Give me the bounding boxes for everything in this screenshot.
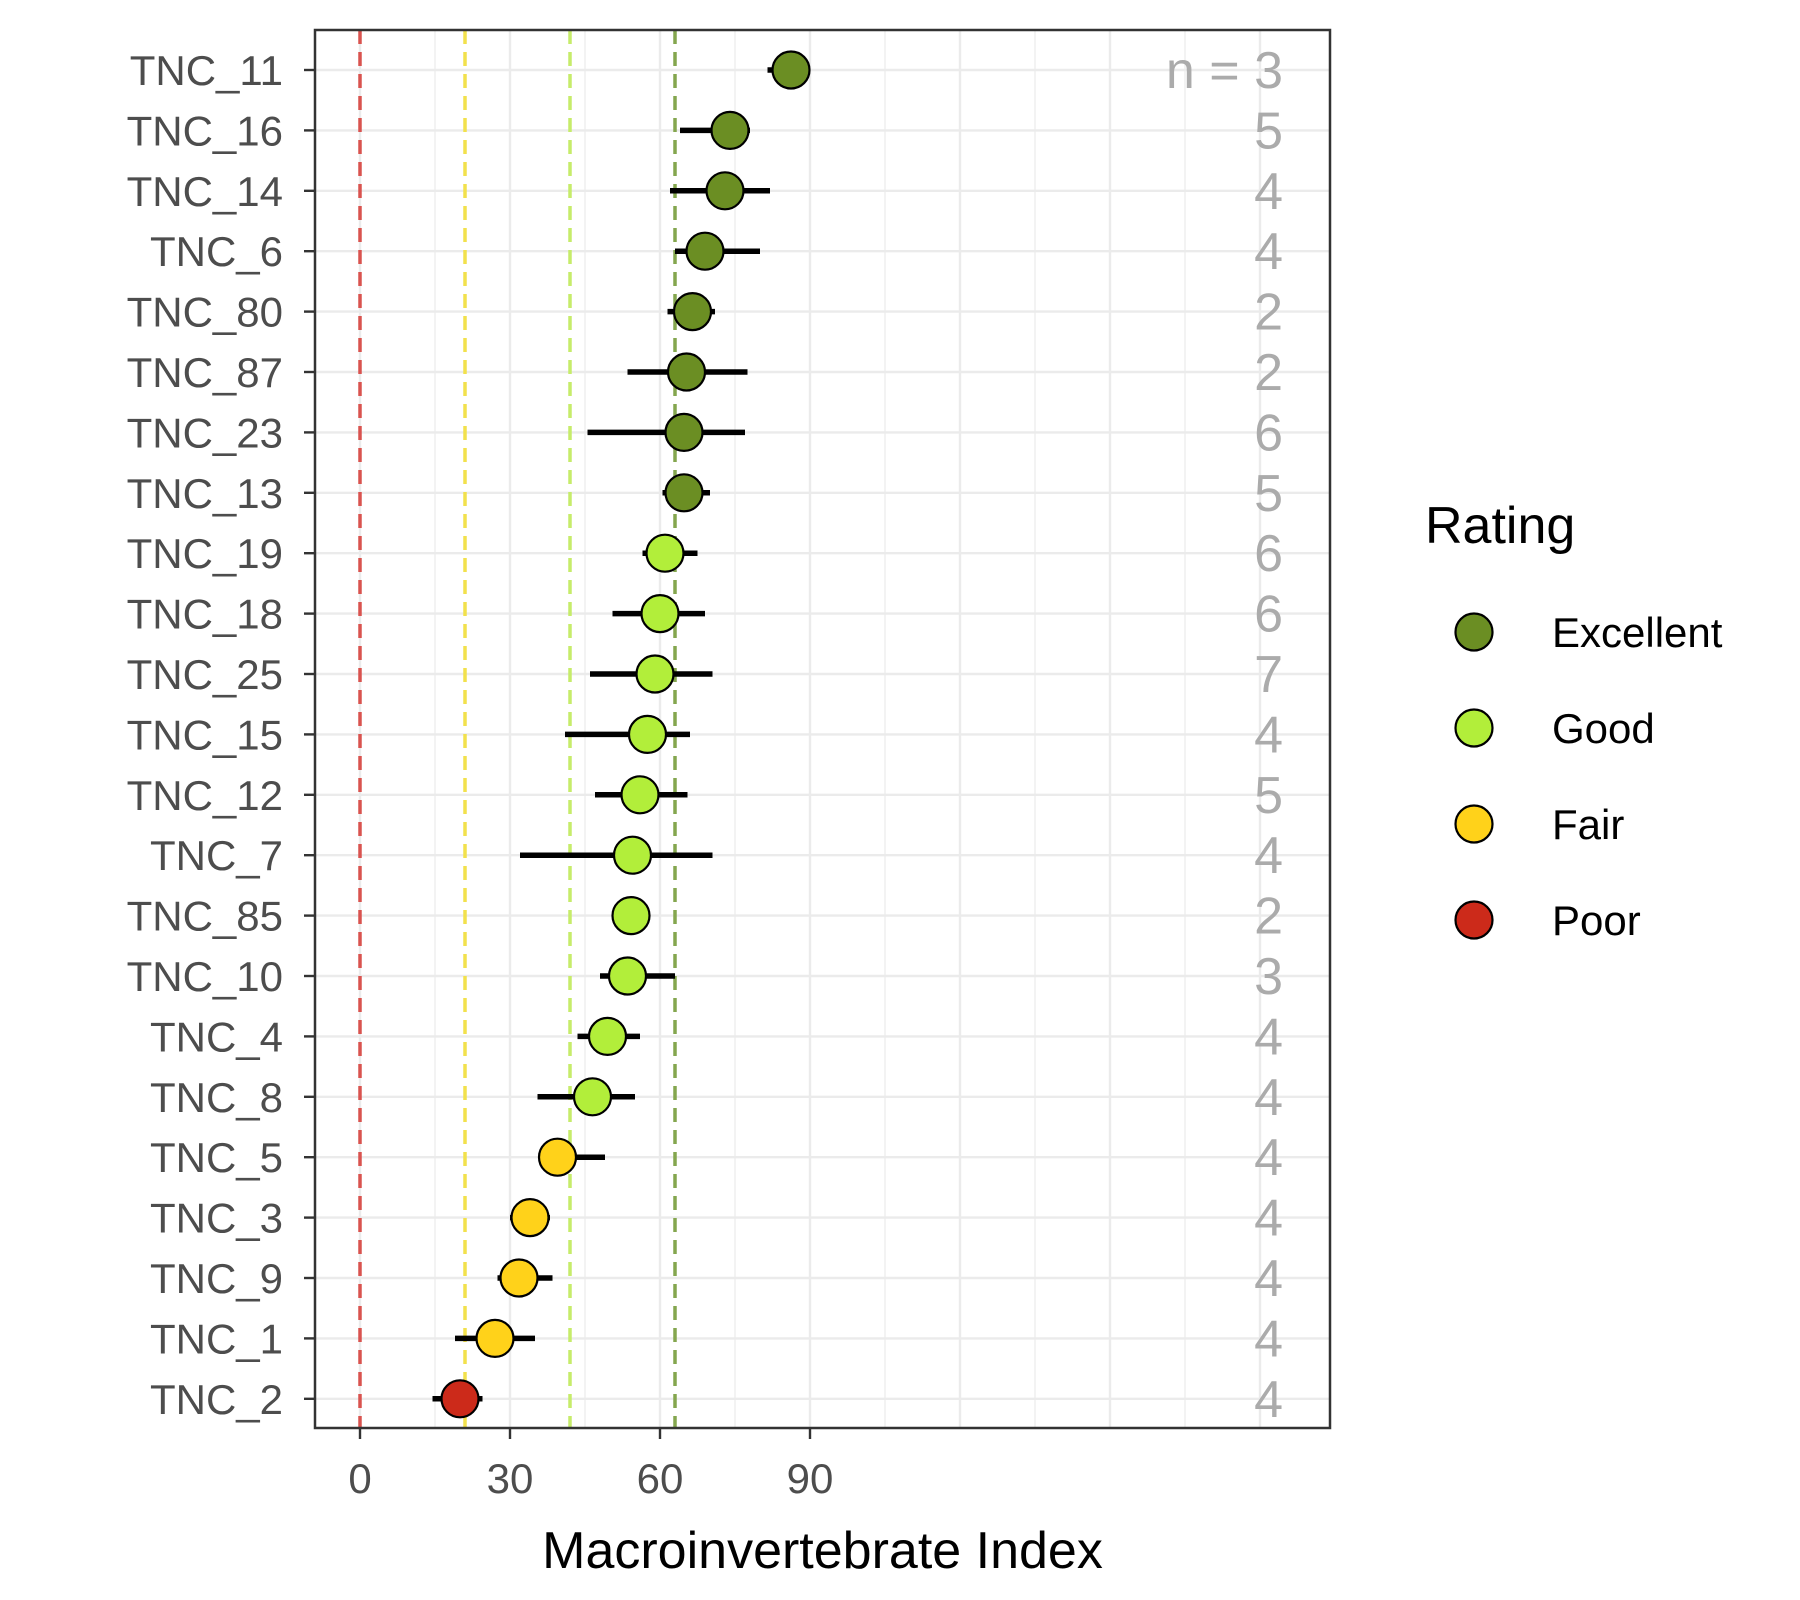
- x-axis: 0 30 60 90: [348, 1428, 833, 1502]
- data-point: [440, 1379, 480, 1419]
- n-label: 2: [1254, 284, 1283, 342]
- data-point: [672, 292, 713, 332]
- x-tick-label: 60: [637, 1455, 684, 1502]
- n-label: 4: [1254, 827, 1283, 885]
- n-label: 4: [1254, 1129, 1283, 1187]
- data-point: [771, 50, 811, 90]
- legend-label: Fair: [1552, 801, 1624, 848]
- data-point: [635, 654, 675, 694]
- y-tick-label: TNC_80: [127, 289, 283, 336]
- data-point: [587, 1016, 628, 1057]
- y-tick-label: TNC_16: [127, 107, 283, 154]
- n-label: 7: [1254, 646, 1283, 704]
- data-point: [611, 895, 651, 936]
- n-label: 3: [1254, 948, 1283, 1006]
- legend-label: Excellent: [1552, 609, 1723, 656]
- y-tick-label: TNC_4: [150, 1013, 283, 1060]
- n-label: 2: [1254, 888, 1283, 946]
- n-label: 6: [1254, 525, 1283, 583]
- y-tick-label: TNC_23: [127, 409, 283, 456]
- y-tick-label: TNC_14: [127, 168, 283, 215]
- data-point: [572, 1077, 613, 1117]
- y-tick-label: TNC_13: [127, 470, 283, 517]
- data-point: [645, 533, 685, 573]
- y-tick-label: TNC_3: [150, 1195, 283, 1242]
- y-tick-label: TNC_12: [127, 772, 283, 819]
- y-tick-label: TNC_2: [150, 1376, 283, 1423]
- data-point: [710, 110, 750, 150]
- data-layer: [432, 50, 811, 1419]
- data-point: [499, 1258, 539, 1298]
- y-tick-label: TNC_9: [150, 1255, 283, 1302]
- legend-key: [1454, 804, 1494, 844]
- n-label: 4: [1254, 1069, 1283, 1127]
- legend-label: Good: [1552, 705, 1655, 752]
- x-tick-label: 0: [348, 1455, 371, 1502]
- data-point: [612, 835, 653, 875]
- y-tick-label: TNC_1: [150, 1315, 283, 1362]
- data-point: [664, 412, 704, 452]
- data-point: [607, 956, 648, 996]
- data-point: [475, 1318, 515, 1359]
- n-label: 4: [1254, 223, 1283, 281]
- legend-key: [1454, 612, 1494, 652]
- x-tick-label: 30: [487, 1455, 534, 1502]
- n-label: n = 3: [1166, 42, 1283, 100]
- n-label: 4: [1254, 1190, 1283, 1248]
- data-point: [620, 775, 660, 815]
- legend-key: [1454, 900, 1494, 940]
- grid: [315, 30, 1330, 1428]
- y-tick-label: TNC_25: [127, 651, 283, 698]
- n-label: 4: [1254, 1008, 1283, 1066]
- data-point: [666, 352, 707, 392]
- y-tick-label: TNC_10: [127, 953, 283, 1000]
- y-tick-label: TNC_87: [127, 349, 283, 396]
- data-point: [537, 1137, 578, 1177]
- data-point: [685, 231, 725, 271]
- n-label: 4: [1254, 1371, 1283, 1429]
- n-label: 4: [1254, 706, 1283, 764]
- y-tick-label: TNC_19: [127, 530, 283, 577]
- y-tick-label: TNC_11: [130, 47, 283, 94]
- n-label: 5: [1254, 465, 1283, 523]
- n-label: 5: [1254, 102, 1283, 160]
- y-tick-label: TNC_85: [127, 893, 283, 940]
- y-tick-label: TNC_7: [150, 832, 283, 879]
- n-label: 6: [1254, 404, 1283, 462]
- y-tick-label: TNC_8: [150, 1074, 283, 1121]
- threshold-lines: [358, 30, 677, 1428]
- data-point: [640, 593, 680, 634]
- data-point: [664, 473, 704, 513]
- data-point: [510, 1197, 550, 1238]
- y-tick-label: TNC_5: [150, 1134, 283, 1181]
- x-axis-title: Macroinvertebrate Index: [542, 1522, 1103, 1580]
- n-label: 4: [1254, 163, 1283, 221]
- data-point: [627, 714, 668, 755]
- n-label: 6: [1254, 586, 1283, 644]
- n-label: 2: [1254, 344, 1283, 402]
- n-label: 5: [1254, 767, 1283, 825]
- y-tick-label: TNC_15: [127, 711, 283, 758]
- data-point: [705, 171, 745, 211]
- legend: Rating Excellent Good Fair Poor: [1425, 497, 1723, 944]
- panel-border: [313, 28, 1332, 1430]
- legend-key: [1454, 708, 1494, 748]
- x-tick-label: 90: [787, 1455, 834, 1502]
- y-axis: TNC_11 TNC_16 TNC_14 TNC_6 TNC_80 TNC_87 TNC_2…: [127, 47, 315, 1423]
- y-tick-label: TNC_18: [127, 591, 283, 638]
- legend-label: Poor: [1552, 897, 1641, 944]
- y-tick-label: TNC_6: [150, 228, 283, 275]
- n-label: 4: [1254, 1250, 1283, 1308]
- n-label: 4: [1254, 1310, 1283, 1368]
- legend-title: Rating: [1425, 497, 1575, 555]
